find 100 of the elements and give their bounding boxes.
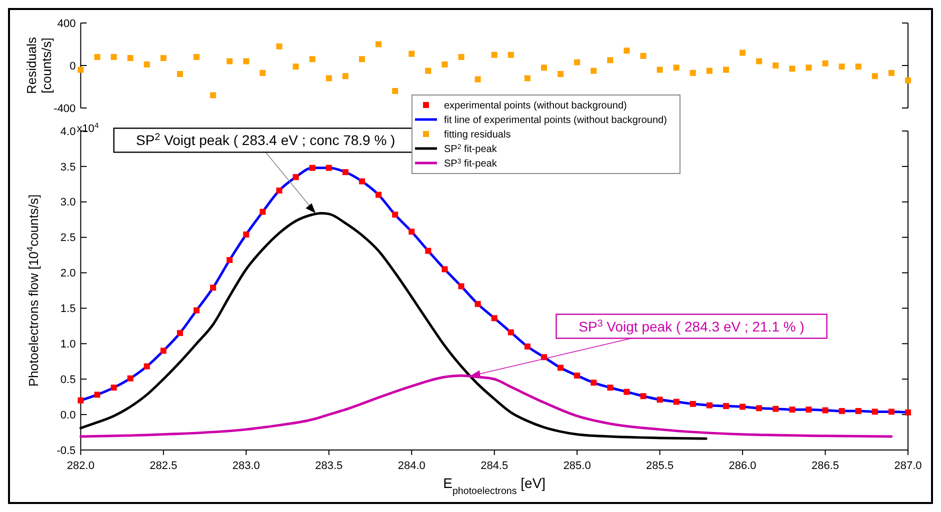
point [292, 64, 299, 70]
x-tick-label: 283.5 [315, 460, 343, 472]
x-tick-label: 282.5 [150, 460, 178, 472]
point [756, 58, 762, 64]
point [855, 408, 862, 414]
point [722, 66, 729, 73]
point [176, 71, 183, 77]
point [408, 50, 415, 57]
x-tick-label: 285.0 [563, 460, 591, 472]
y-tick-label: -0.5 [56, 444, 76, 457]
point [276, 43, 282, 50]
point [127, 55, 134, 62]
point [408, 228, 415, 235]
point [458, 54, 464, 60]
legend-label: fitting residuals [444, 130, 511, 140]
point [822, 60, 828, 66]
legend-label: fit line of experimental points (without background) [444, 115, 667, 126]
point [194, 54, 200, 60]
point [260, 208, 266, 215]
point [376, 41, 382, 48]
point [607, 57, 614, 64]
point [358, 56, 365, 62]
y-tick-label: 3.5 [60, 161, 76, 174]
point [872, 73, 878, 80]
point [806, 406, 812, 413]
x-tick-label: 282.0 [66, 460, 94, 472]
point [226, 257, 233, 264]
point [309, 164, 316, 171]
point [292, 174, 299, 180]
point [194, 307, 200, 314]
point [491, 52, 498, 58]
x-tick-label: 286.0 [728, 460, 756, 472]
point [624, 48, 630, 54]
y-tick-label: 0.5 [60, 374, 76, 386]
point [905, 409, 911, 416]
point [640, 393, 646, 400]
x-tick-label: 286.5 [812, 460, 840, 472]
point [574, 59, 580, 66]
point [160, 348, 166, 354]
point [772, 62, 779, 68]
point [491, 315, 498, 322]
point [94, 392, 100, 398]
x-tick-label: 283.0 [232, 460, 260, 472]
annotation: SP$^{3}$ Voigt peak ( 284.3 eV ; 21.1 % ) [578, 318, 804, 334]
point [127, 375, 134, 382]
point [806, 64, 812, 71]
point [656, 396, 663, 403]
point [673, 398, 680, 405]
point [722, 403, 729, 410]
x-axis-title: E$_{photoelectrons}$ [eV] [443, 475, 546, 496]
point [342, 169, 348, 176]
point [524, 344, 530, 350]
point [789, 406, 796, 413]
legend-label: experimental points (without background) [444, 100, 627, 112]
point [590, 380, 597, 386]
point [508, 329, 514, 336]
point [376, 192, 382, 198]
x-tick-label: 285.5 [646, 460, 674, 472]
point [260, 70, 266, 76]
point [888, 70, 894, 76]
point [326, 164, 332, 171]
y-tick-label: 2.5 [60, 232, 76, 244]
point [740, 404, 746, 410]
y-tick-label: 1.0 [60, 338, 76, 351]
point [558, 364, 564, 371]
point [640, 52, 646, 59]
point [772, 406, 779, 412]
point [442, 61, 448, 68]
point [574, 372, 580, 379]
point [474, 300, 481, 307]
point [160, 55, 166, 62]
point [590, 68, 597, 74]
y-tick-label: 0 [70, 60, 76, 72]
point [425, 68, 432, 74]
y-tick-label: 3.0 [60, 196, 76, 209]
point [656, 66, 663, 73]
point [905, 77, 911, 84]
point [838, 408, 845, 414]
y-tick-label: 4.0 [60, 126, 76, 138]
point [110, 54, 117, 60]
point [358, 178, 365, 184]
point [210, 92, 216, 98]
point [110, 384, 117, 391]
y-axis-title: Residuals [counts/s] [24, 36, 54, 94]
point [756, 405, 762, 412]
x-tick-label: 284.0 [398, 460, 426, 472]
point [425, 248, 432, 254]
point [690, 70, 696, 76]
point [706, 402, 712, 408]
point [524, 75, 530, 82]
y-tick-label: 400 [57, 18, 76, 30]
point [243, 58, 250, 64]
point [673, 64, 680, 71]
point [243, 232, 250, 238]
point [78, 66, 84, 73]
point [326, 75, 332, 82]
point [690, 400, 696, 407]
point [872, 408, 878, 415]
point [392, 88, 398, 94]
point [855, 64, 862, 70]
